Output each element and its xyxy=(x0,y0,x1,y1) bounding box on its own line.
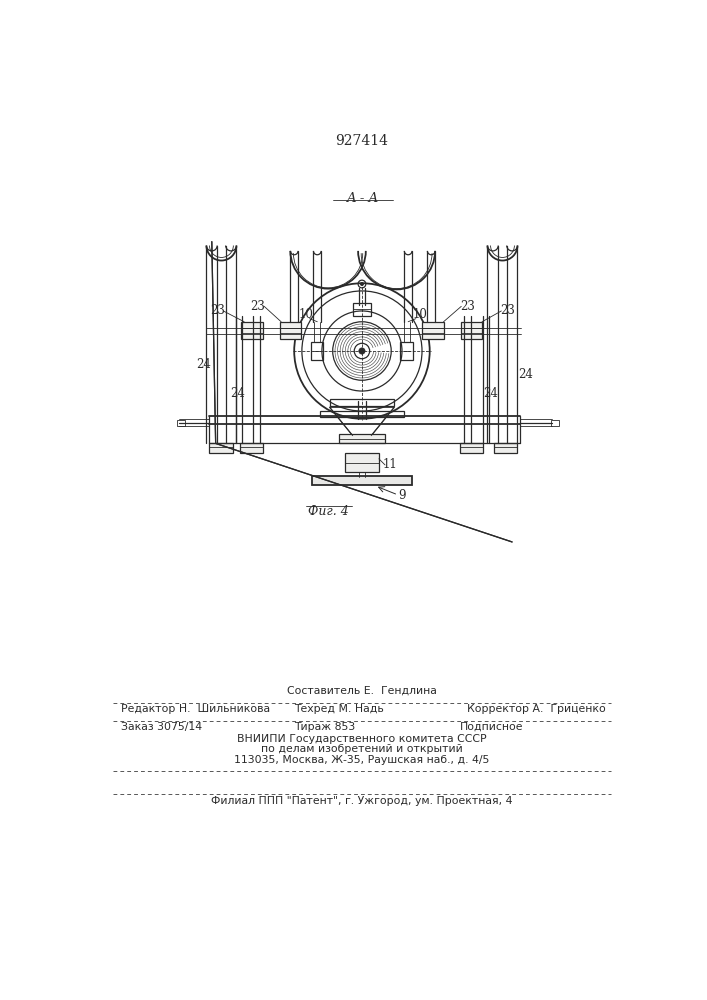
Bar xyxy=(353,303,371,316)
Circle shape xyxy=(361,282,363,286)
Text: Корректор А.  Гриценко: Корректор А. Гриценко xyxy=(467,704,606,714)
Bar xyxy=(209,443,233,453)
Text: 24: 24 xyxy=(483,387,498,400)
Text: 23: 23 xyxy=(210,304,225,317)
Text: 23: 23 xyxy=(500,304,515,317)
Circle shape xyxy=(359,348,365,354)
Text: Тираж 853: Тираж 853 xyxy=(294,722,356,732)
Bar xyxy=(551,420,559,426)
Text: 23: 23 xyxy=(250,300,265,313)
Text: 10: 10 xyxy=(412,308,427,321)
Text: 24: 24 xyxy=(518,368,532,381)
Bar xyxy=(460,443,483,453)
Text: Составитель Е.  Гендлина: Составитель Е. Гендлина xyxy=(287,686,437,696)
Bar xyxy=(241,322,262,339)
Text: A - A: A - A xyxy=(346,192,378,205)
Bar xyxy=(311,342,324,360)
Text: 113035, Москва, Ж-35, Раушская наб., д. 4/5: 113035, Москва, Ж-35, Раушская наб., д. … xyxy=(234,755,490,765)
Text: 10: 10 xyxy=(298,308,313,321)
Bar xyxy=(320,411,404,417)
Bar xyxy=(329,399,395,406)
Bar xyxy=(422,322,443,339)
Bar xyxy=(345,453,379,472)
Bar xyxy=(400,342,413,360)
Text: Заказ 3075/14: Заказ 3075/14 xyxy=(121,722,202,732)
Text: 23: 23 xyxy=(460,300,475,313)
Text: Филиал ППП "Патент", г. Ужгород, ум. Проектная, 4: Филиал ППП "Патент", г. Ужгород, ум. Про… xyxy=(211,796,513,806)
Bar xyxy=(177,420,185,426)
Bar xyxy=(460,322,482,339)
Text: Подписное: Подписное xyxy=(460,722,523,732)
Bar xyxy=(494,443,518,453)
Text: 9: 9 xyxy=(398,489,406,502)
Text: Фиг. 4: Фиг. 4 xyxy=(308,505,349,518)
Bar xyxy=(279,322,301,339)
Bar xyxy=(240,443,264,453)
Text: ВНИИПИ Государственного комитета СССР: ВНИИПИ Государственного комитета СССР xyxy=(237,734,486,744)
Text: Редактор Н.  Шильникова: Редактор Н. Шильникова xyxy=(121,704,270,714)
Text: 927414: 927414 xyxy=(335,134,388,148)
Bar xyxy=(339,434,385,443)
Text: 11: 11 xyxy=(383,458,398,471)
Text: Техред М. Надь: Техред М. Надь xyxy=(294,704,384,714)
Text: 24: 24 xyxy=(197,358,211,371)
Bar xyxy=(312,476,412,485)
Text: 24: 24 xyxy=(230,387,245,400)
Text: по делам изобретений и открытий: по делам изобретений и открытий xyxy=(261,744,463,754)
